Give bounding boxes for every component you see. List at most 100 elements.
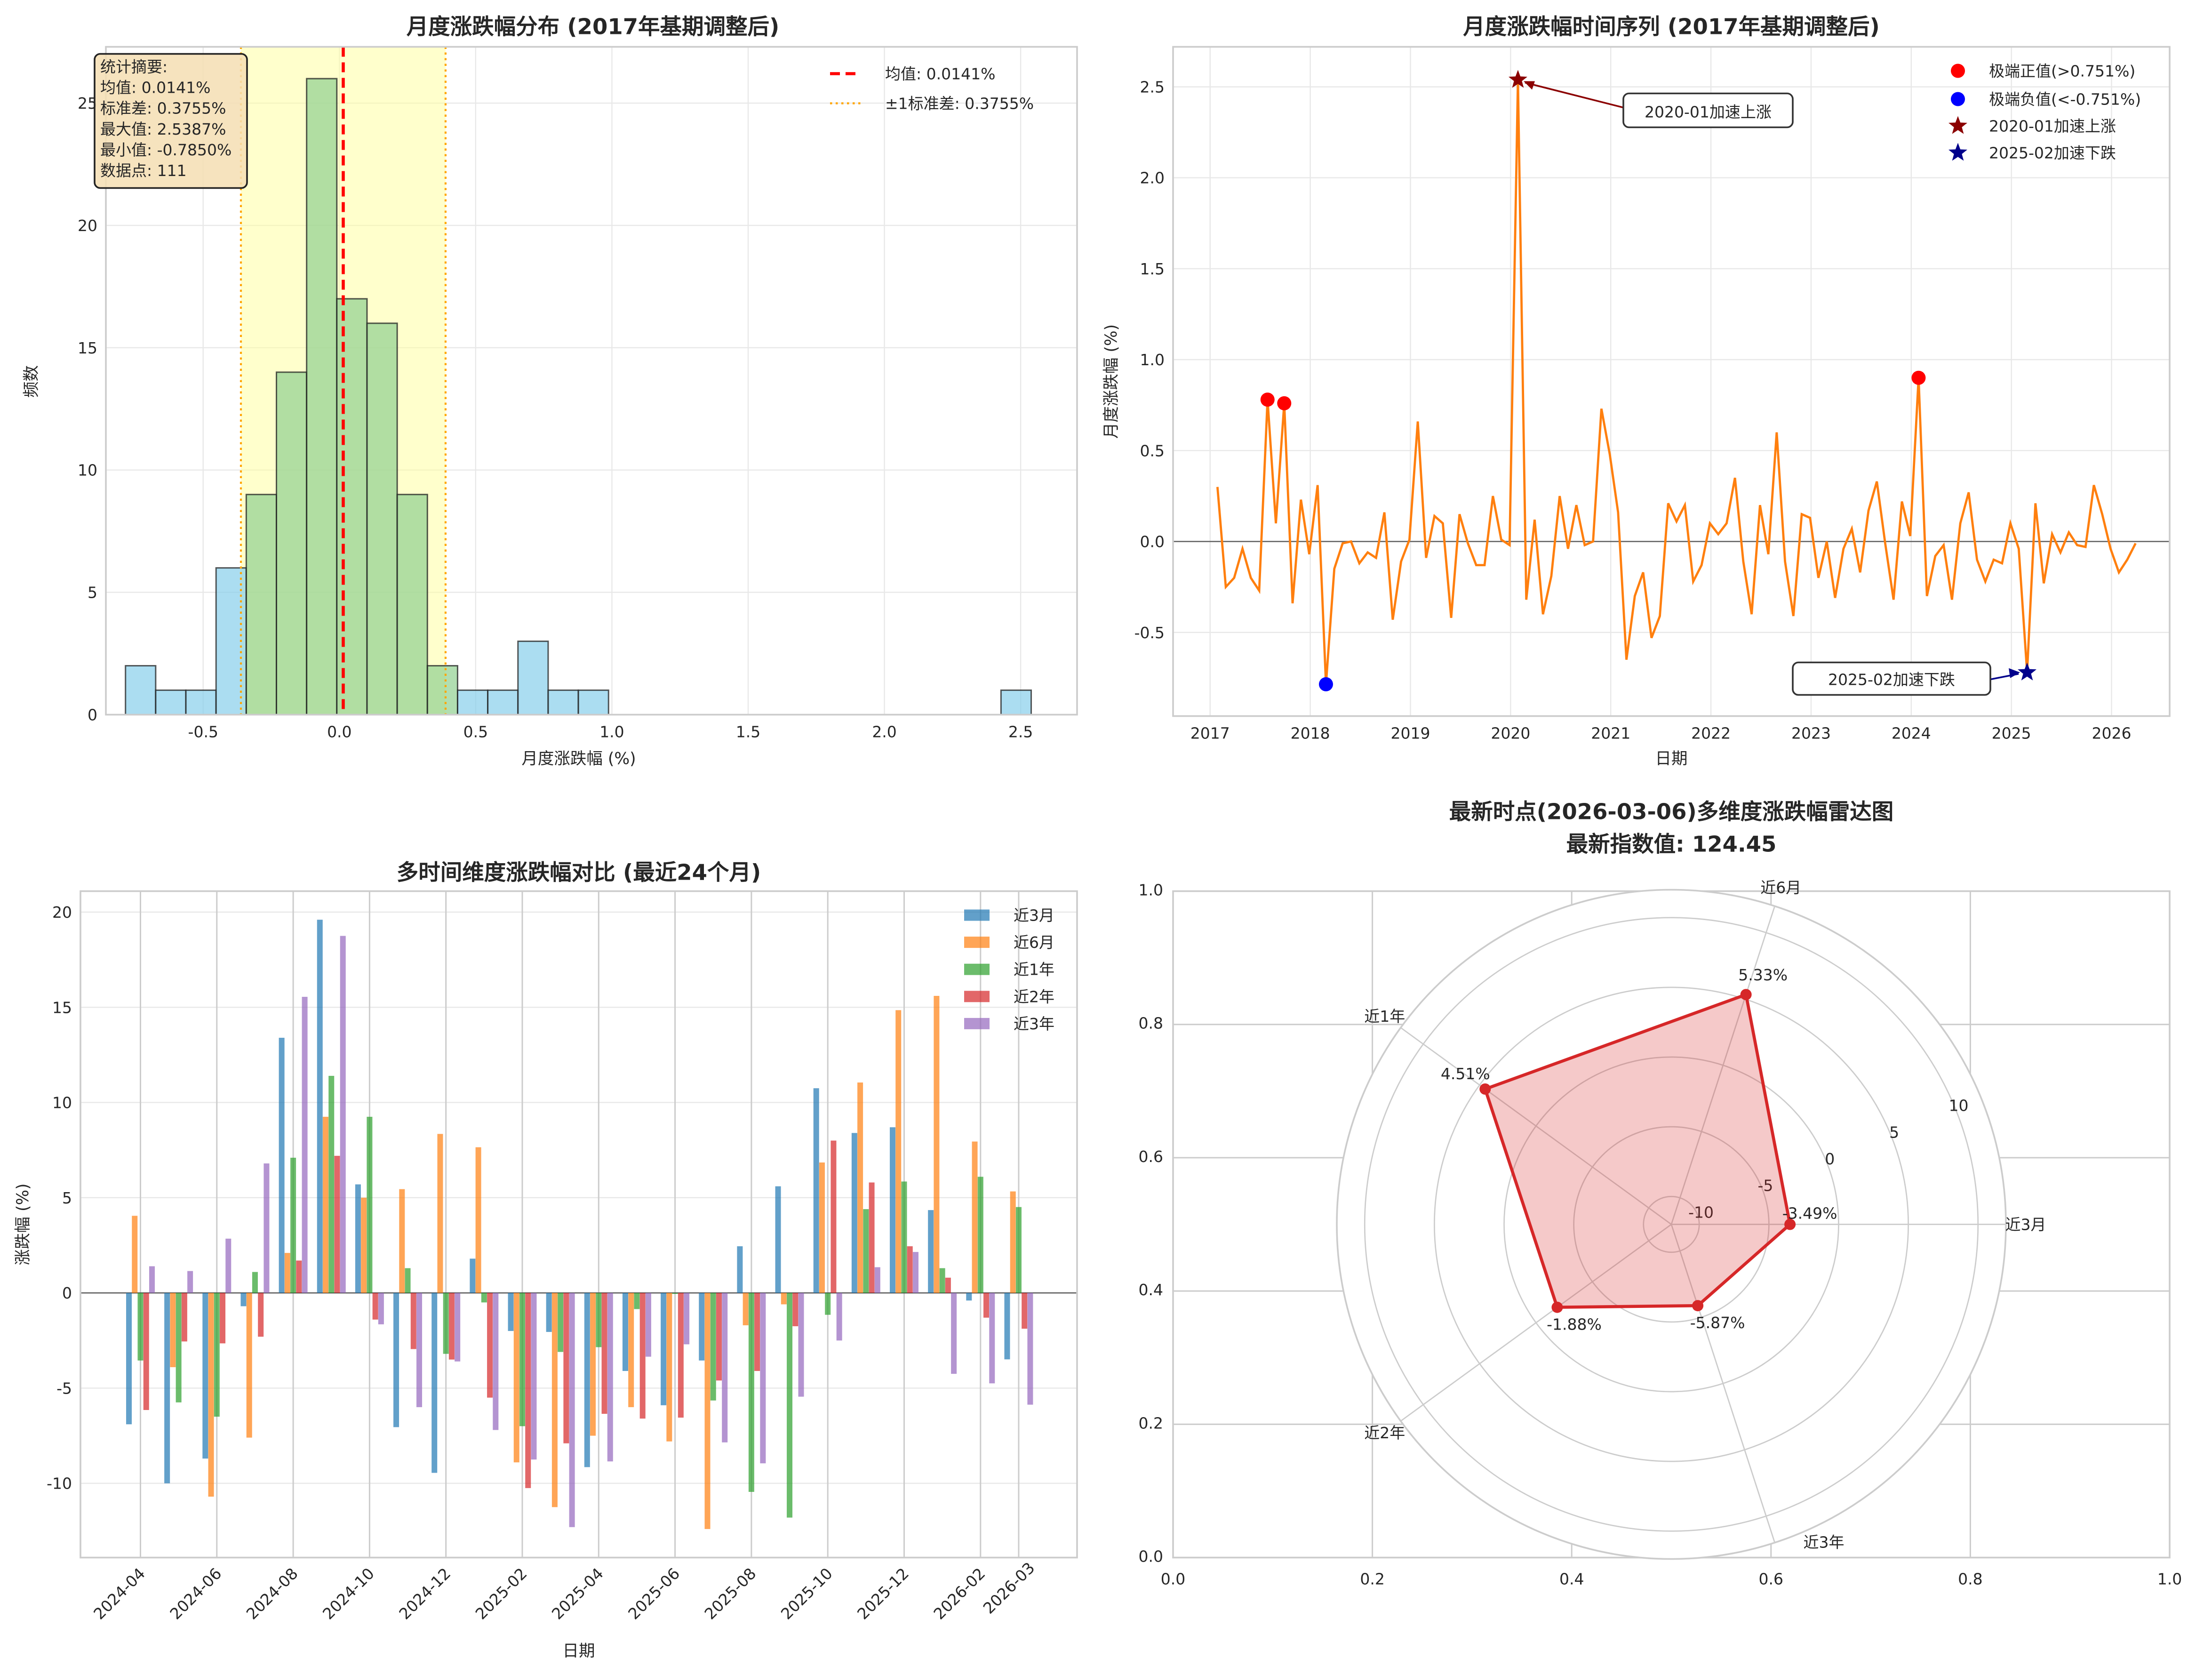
- bar-近6月: [743, 1293, 749, 1325]
- spoke-line: [1670, 906, 1775, 1225]
- x-tick-label: 0.5: [463, 723, 488, 741]
- bar-近6月: [972, 1141, 978, 1293]
- bar-近2年: [448, 1293, 455, 1360]
- y-tick-label: 10: [52, 1094, 72, 1112]
- y-tick-label: 10: [78, 461, 97, 480]
- radial-tick-label: 10: [1948, 1097, 1968, 1115]
- radar-subtitle: 最新指数值: 124.45: [1566, 832, 1777, 857]
- bar-近2年: [983, 1293, 990, 1318]
- extreme-positive-point: [1911, 370, 1926, 385]
- bar-近6月: [781, 1293, 787, 1305]
- histogram-bar: [245, 494, 278, 716]
- bar-近2年: [907, 1246, 913, 1293]
- legend-label: 近6月: [1014, 933, 1054, 952]
- bar-近2年: [372, 1293, 378, 1320]
- legend-neg-marker: [1951, 92, 1965, 106]
- legend-swatch: [964, 909, 990, 921]
- histogram-bar: [306, 78, 338, 716]
- bar-近2年: [792, 1293, 799, 1326]
- bar-近3年: [684, 1293, 690, 1345]
- x-tick-label: 2026: [2092, 724, 2132, 743]
- bar-近3月: [928, 1210, 934, 1293]
- y-tick-label: -10: [47, 1475, 72, 1493]
- y-tick-label: 15: [78, 339, 97, 357]
- bar-近3月: [202, 1293, 208, 1459]
- extreme-positive-point: [1277, 396, 1292, 410]
- x-tick-label: 2020: [1491, 724, 1530, 743]
- stats-line: 均值: 0.0141%: [100, 79, 210, 97]
- bar-近2年: [143, 1293, 149, 1410]
- y-tick-label: 5: [88, 584, 97, 602]
- histogram-panel: 月度涨跌幅分布 (2017年基期调整后) 月度涨跌幅 (%) 频数 -0.5 0.…: [22, 14, 1078, 769]
- bar-近3月: [1004, 1293, 1010, 1360]
- y-tick-label: 0: [88, 706, 97, 724]
- bar-近2年: [754, 1293, 760, 1371]
- bar-近2年: [601, 1293, 607, 1414]
- accel-down-star: [2018, 662, 2036, 681]
- bar-近6月: [399, 1189, 405, 1293]
- legend-up-marker: [1948, 116, 1967, 134]
- bar-近1年: [290, 1157, 296, 1293]
- bar-近2年: [563, 1293, 569, 1443]
- bar-近6月: [246, 1293, 252, 1438]
- bar-ylabel: 涨跌幅 (%): [14, 1183, 32, 1265]
- y-tick-label: 0.0: [1140, 533, 1165, 551]
- y-tick-label: -0.5: [1134, 624, 1165, 642]
- bar-近3年: [989, 1293, 995, 1384]
- bar-近2年: [181, 1293, 187, 1342]
- bar-近3年: [340, 936, 346, 1293]
- stats-line: 最大值: 2.5387%: [100, 120, 226, 138]
- annotation-up-arrow: [1525, 81, 1624, 109]
- bar-近6月: [1010, 1191, 1016, 1293]
- y-tick-label: 2.0: [1140, 169, 1165, 187]
- legend-std-label: ±1标准差: 0.3755%: [885, 95, 1034, 113]
- cartesian-x-tick-label: 0.2: [1360, 1570, 1384, 1588]
- bar-近6月: [819, 1162, 825, 1293]
- bar-近1年: [634, 1293, 640, 1309]
- bar-近1年: [977, 1177, 983, 1293]
- legend-mean-label: 均值: 0.0141%: [885, 65, 995, 83]
- plot-frame: [1172, 46, 2171, 717]
- bar-近1年: [748, 1293, 754, 1492]
- bar-近6月: [170, 1293, 176, 1367]
- bar-近3月: [737, 1246, 743, 1293]
- x-tick-label: 2.5: [1008, 723, 1033, 741]
- axis-label-近2年: 近2年: [1364, 1424, 1405, 1442]
- spoke-line: [1400, 1224, 1672, 1422]
- bar-近3月: [393, 1293, 399, 1427]
- cartesian-y-tick-label: 0.8: [1139, 1014, 1163, 1033]
- legend-swatch: [964, 937, 990, 948]
- bar-近3月: [966, 1293, 972, 1301]
- bar-近2年: [258, 1293, 264, 1337]
- bar-近3月: [164, 1293, 170, 1483]
- bar-近6月: [704, 1293, 711, 1529]
- stats-box: [94, 53, 248, 189]
- radar-point: [1740, 989, 1752, 1001]
- legend-label: 极端正值(>0.751%): [1989, 62, 2135, 80]
- extreme-positive-point: [1260, 393, 1275, 407]
- x-tick-label: 2023: [1791, 724, 1831, 743]
- bar-近6月: [551, 1293, 558, 1507]
- bar-近3月: [317, 920, 323, 1293]
- bar-近1年: [443, 1293, 449, 1354]
- timeseries-xlabel: 日期: [1655, 750, 1688, 769]
- y-tick-label: 0: [62, 1284, 72, 1302]
- cartesian-x-tick-label: 0.4: [1559, 1570, 1584, 1588]
- bar-近1年: [672, 1293, 678, 1294]
- legend-down-marker: [1948, 143, 1967, 161]
- bar-近2年: [296, 1260, 302, 1293]
- bar-近3年: [531, 1293, 537, 1460]
- bar-近3年: [149, 1266, 155, 1293]
- histogram-bar: [426, 665, 458, 716]
- bar-近3年: [722, 1293, 728, 1443]
- spoke-line: [1400, 1027, 1672, 1225]
- bar-近2年: [639, 1293, 646, 1419]
- x-tick-label: 2021: [1591, 724, 1630, 743]
- bar-近3年: [607, 1293, 613, 1462]
- radar-point: [1479, 1083, 1491, 1095]
- histogram-bar: [155, 689, 187, 715]
- stats-line: 标准差: 0.3755%: [100, 99, 226, 118]
- bar-近3月: [355, 1184, 361, 1293]
- bar-xlabel: 日期: [563, 1642, 595, 1661]
